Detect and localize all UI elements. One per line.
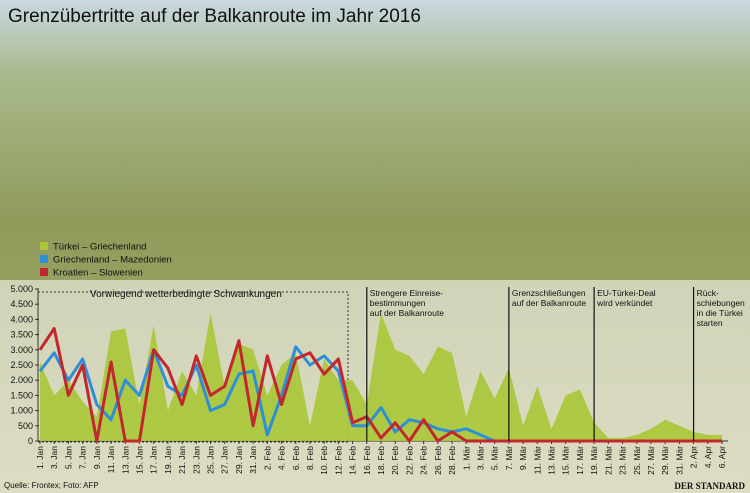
annotation-line-text: Rück-: [697, 288, 719, 298]
x-tick-label: 25. Jan: [206, 446, 216, 474]
x-tick-label: 18. Feb: [376, 446, 386, 475]
x-tick-label: 20. Feb: [390, 446, 400, 475]
x-tick-label: 19. Jan: [163, 446, 173, 474]
x-tick-label: 28. Feb: [447, 446, 457, 475]
x-tick-label: 31. Mär: [674, 446, 684, 475]
x-tick-label: 22. Feb: [404, 446, 414, 475]
x-tick-label: 23. Mär: [618, 446, 628, 475]
x-tick-label: 13. Mär: [547, 446, 557, 475]
line: [38, 345, 496, 443]
annotation: Strengere Einreise-bestimmungen auf der B…: [370, 288, 444, 318]
x-tick-label: 17. Mär: [575, 446, 585, 475]
x-tick-label: 5. Jan: [63, 446, 73, 469]
x-tick-label: 16. Feb: [362, 446, 372, 475]
x-tick-label: 1. Jan: [35, 446, 45, 469]
annotation-line-text: wird verkündet: [596, 298, 653, 308]
x-tick-label: 3. Jan: [49, 446, 59, 469]
annotation-line-text: auf der Balkanroute: [512, 298, 586, 308]
x-tick-label: 3. Mär: [475, 446, 485, 470]
x-tick-label: 29. Mär: [660, 446, 670, 475]
x-tick-label: 2. Feb: [262, 446, 272, 470]
annotation-line-text: starten: [697, 318, 723, 328]
x-tick-label: 21. Mär: [603, 446, 613, 475]
x-tick-label: 31. Jan: [248, 446, 258, 474]
x-tick-label: 14. Feb: [348, 446, 358, 475]
x-tick-label: 15. Jan: [134, 446, 144, 474]
legend-label: Türkei – Griechenland: [53, 242, 146, 253]
annotation-line-text: auf der Balkanroute: [370, 308, 444, 318]
y-tick-label: 500: [18, 421, 33, 431]
y-tick-label: 5.000: [10, 284, 33, 294]
legend-label: Kroatien – Slowenien: [53, 268, 143, 279]
x-tick-label: 11. Jan: [106, 446, 116, 474]
x-tick-label: 7. Jan: [78, 446, 88, 469]
x-tick-label: 26. Feb: [433, 446, 443, 475]
x-tick-label: 6. Feb: [291, 446, 301, 470]
line: [38, 327, 722, 443]
y-tick-label: 2.500: [10, 360, 33, 370]
annotation-line-text: Grenzschließungen: [512, 288, 586, 298]
x-tick-label: 9. Jan: [92, 446, 102, 469]
x-tick-label: 19. Mär: [589, 446, 599, 475]
chart-title: Grenzübertritte auf der Balkanroute im J…: [8, 6, 421, 27]
annotation-line-text: in die Türkei: [697, 308, 743, 318]
x-tick-label: 15. Mär: [561, 446, 571, 475]
y-tick-label: 3.000: [10, 345, 33, 355]
y-tick-label: 2.000: [10, 375, 33, 385]
legend-label: Griechenland – Mazedonien: [53, 255, 172, 266]
y-tick-label: 4.000: [10, 314, 33, 324]
x-tick-label: 10. Feb: [319, 446, 329, 475]
x-tick-label: 7. Mär: [504, 446, 514, 470]
x-tick-label: 13. Jan: [120, 446, 130, 474]
x-tick-label: 4. Apr: [703, 446, 713, 468]
legend-swatch: [40, 268, 48, 276]
y-tick-label: 1.000: [10, 406, 33, 416]
annotation-line-text: schiebungen: [697, 298, 745, 308]
note: Vorwiegend wetterbedingte Schwankungen: [90, 289, 282, 300]
x-tick-label: 5. Mär: [490, 446, 500, 470]
x-tick-label: 27. Jan: [220, 446, 230, 474]
annotation: EU-Türkei-Deal wird verkündet: [596, 288, 656, 308]
x-tick-label: 21. Jan: [177, 446, 187, 474]
annotation: Grenzschließungen auf der Balkanroute: [512, 288, 586, 308]
x-tick-label: 6. Apr: [717, 446, 727, 468]
annotation-line-text: Strengere Einreise-: [370, 288, 443, 298]
x-tick-label: 23. Jan: [191, 446, 201, 474]
x-tick-label: 9. Mär: [518, 446, 528, 470]
annotation-line-text: EU-Türkei-Deal: [597, 288, 656, 298]
x-tick-label: 25. Mär: [632, 446, 642, 475]
x-tick-label: 8. Feb: [305, 446, 315, 470]
legend-swatch: [40, 242, 48, 250]
legend-swatch: [40, 255, 48, 263]
y-tick-label: 0: [28, 436, 33, 446]
x-tick-label: 11. Mär: [532, 446, 542, 474]
y-tick-label: 3.500: [10, 330, 33, 340]
x-tick-label: 4. Feb: [277, 446, 287, 470]
annotation-line-text: bestimmungen: [370, 298, 426, 308]
x-tick-label: 24. Feb: [419, 446, 429, 475]
x-tick-label: 29. Jan: [234, 446, 244, 474]
y-tick-label: 4.500: [10, 299, 33, 309]
source: Quelle: Frontex; Foto: AFP: [4, 481, 99, 490]
x-tick-label: 12. Feb: [333, 446, 343, 475]
x-tick-label: 17. Jan: [149, 446, 159, 474]
x-tick-label: 1. Mär: [461, 446, 471, 470]
annotation: Rück-schiebungen in die Türkei starten: [697, 288, 745, 328]
x-tick-label: 27. Mär: [646, 446, 656, 475]
brand: DER STANDARD: [674, 481, 745, 491]
y-tick-label: 1.500: [10, 390, 33, 400]
x-tick-label: 2. Apr: [689, 446, 699, 468]
